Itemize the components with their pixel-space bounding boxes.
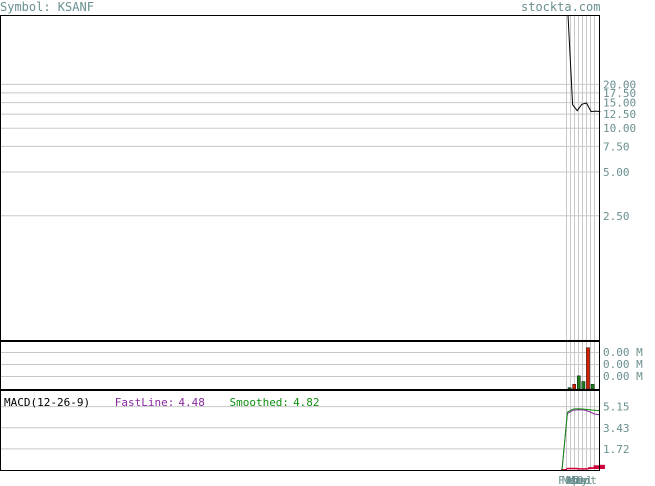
price-grid xyxy=(0,83,600,217)
price-tick-label: 15.00 xyxy=(603,97,636,110)
x-tick-label: Jul xyxy=(573,474,593,486)
price-tick-label: 7.50 xyxy=(603,140,630,153)
macd-axis-ticks: 5.15 3.43 1.72 xyxy=(603,401,630,456)
macd-series xyxy=(561,408,605,471)
volume-bars xyxy=(567,347,595,390)
smoothed-value: 4.82 xyxy=(293,396,320,409)
macd-histogram-bar xyxy=(582,468,589,470)
volume-bar xyxy=(567,387,572,390)
date-gridlines xyxy=(566,15,595,470)
volume-bar xyxy=(590,384,595,390)
macd-histogram-bar xyxy=(593,465,600,469)
macd-title: MACD(12-26-9) xyxy=(4,396,91,409)
volume-bar xyxy=(572,384,576,390)
site-name: stockta.com xyxy=(521,0,601,14)
price-tick-label: 10.00 xyxy=(603,122,636,135)
fastline-value: 4.48 xyxy=(178,396,205,409)
macd-histogram-bar xyxy=(566,467,573,470)
macd-histogram-bar xyxy=(588,467,595,469)
volume-grid xyxy=(0,352,600,377)
panel-frame xyxy=(0,15,600,341)
macd-tick-label: 5.15 xyxy=(603,401,630,414)
x-tick-label: Jun xyxy=(570,474,590,486)
fastline-line xyxy=(561,409,601,471)
macd-tick-label: 1.72 xyxy=(603,443,630,456)
price-tick-label: 2.50 xyxy=(603,210,630,223)
x-tick-label: Feb xyxy=(558,474,578,486)
volume-tick-label: 0.00 M xyxy=(603,370,643,383)
panel-frames xyxy=(0,15,600,471)
x-tick-label: May xyxy=(568,474,588,486)
macd-grid xyxy=(0,406,600,450)
volume-bar xyxy=(581,381,586,390)
x-tick-label: Mar xyxy=(562,474,582,486)
macd-legend: MACD(12-26-9) FastLine: 4.48 Smoothed: 4.8… xyxy=(4,396,338,409)
panel-frame xyxy=(0,341,600,390)
fastline-legend: FastLine: 4.48 xyxy=(115,396,205,409)
volume-bar xyxy=(577,375,581,390)
price-line xyxy=(567,14,601,113)
x-tick-label: Oct xyxy=(577,474,597,486)
smoothed-label: Smoothed: xyxy=(229,396,290,409)
macd-histogram-bar xyxy=(571,467,578,470)
smoothed-legend: Smoothed: 4.82 xyxy=(229,396,319,409)
volume-axis-ticks: 0.00 M0.00 M0.00 M xyxy=(603,346,643,383)
price-tick-label: 20.00 xyxy=(603,78,636,91)
x-tick-label: Apr xyxy=(566,474,586,486)
volume-bar xyxy=(586,347,590,390)
price-tick-label: 5.00 xyxy=(603,166,630,179)
macd-histogram-bar xyxy=(561,469,567,471)
volume-tick-label: 0.00 M xyxy=(603,358,643,371)
price-tick-label: 12.50 xyxy=(603,108,636,121)
symbol-label: Symbol: KSANF xyxy=(0,0,94,14)
macd-histogram-bar xyxy=(599,464,605,469)
macd-tick-label: 3.43 xyxy=(603,422,630,435)
smoothed-line xyxy=(561,408,601,471)
panel-frame xyxy=(0,390,600,471)
macd-histogram-bar xyxy=(577,468,584,470)
price-series xyxy=(567,14,601,113)
price-tick-label: 17.50 xyxy=(603,87,636,100)
fastline-label: FastLine: xyxy=(114,396,175,409)
volume-tick-label: 0.00 M xyxy=(603,346,643,359)
